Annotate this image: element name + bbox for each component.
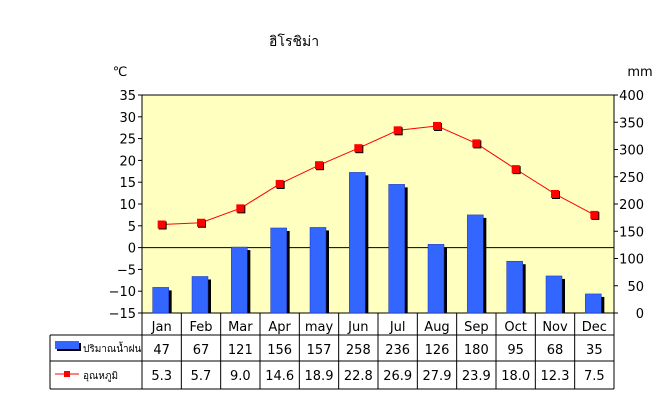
- left-tick-label: 5: [128, 220, 136, 235]
- category-label: Jan: [151, 320, 172, 335]
- left-tick-label: −10: [109, 285, 136, 300]
- temp-value-label: 27.9: [423, 369, 452, 384]
- rain-value-label: 121: [228, 343, 253, 358]
- rain-bar: [585, 293, 602, 314]
- temp-point: [511, 165, 520, 174]
- rain-value-label: 156: [267, 343, 292, 358]
- rain-bar: [191, 276, 209, 314]
- temp-value-label: 23.9: [462, 369, 491, 384]
- data-table: Jan Feb Mar Apr may Jun Jul Aug Sep Oct Nov Dec 47 67…: [49, 313, 615, 390]
- temp-point: [551, 189, 559, 198]
- category-label: Jul: [389, 320, 406, 335]
- plot-area: [141, 94, 615, 314]
- right-tick-label: 0: [636, 307, 644, 322]
- left-tick-label: 25: [119, 133, 136, 148]
- category-label: Nov: [542, 320, 568, 335]
- right-axis-ticks: 0 50 100 150 200 250 300 350 400: [614, 89, 644, 322]
- left-axis-unit: ℃: [113, 65, 128, 80]
- category-label: Aug: [424, 320, 449, 335]
- rain-bar: [545, 275, 563, 314]
- rain-value-label: 157: [307, 343, 332, 358]
- rain-bar: [388, 184, 405, 314]
- rain-value-label: 35: [586, 343, 603, 358]
- temp-point: [393, 126, 402, 135]
- rain-legend-key: [55, 341, 79, 349]
- temp-point: [315, 161, 323, 170]
- temp-point: [236, 204, 245, 213]
- rain-value-label: 236: [385, 343, 410, 358]
- chart-title: ฮิโรชิม่า: [269, 33, 319, 50]
- rain-value-label: 68: [547, 343, 564, 358]
- left-tick-label: 20: [119, 154, 136, 169]
- right-tick-label: 400: [619, 89, 644, 104]
- temp-point: [433, 121, 441, 130]
- category-label: may: [305, 320, 334, 335]
- left-tick-label: −15: [109, 307, 136, 322]
- temp-point: [590, 210, 599, 219]
- category-label: Sep: [464, 320, 489, 335]
- left-tick-label: 30: [119, 111, 136, 126]
- temp-value-label: 18.0: [501, 369, 530, 384]
- temp-value-label: 14.6: [265, 369, 294, 384]
- category-label: Oct: [504, 320, 526, 335]
- left-tick-label: 15: [119, 176, 136, 191]
- temp-point: [275, 179, 284, 188]
- temp-point: [354, 144, 363, 153]
- category-label: Apr: [268, 320, 291, 335]
- temp-legend-label: อุณหภูมิ: [83, 371, 118, 382]
- rain-bar: [270, 227, 287, 314]
- left-tick-label: 0: [128, 242, 136, 257]
- right-axis-unit: mm: [627, 65, 652, 80]
- rain-value-label: 258: [346, 343, 371, 358]
- temp-value-label: 7.5: [584, 369, 605, 384]
- temp-value-label: 26.9: [383, 369, 412, 384]
- rain-bar: [231, 246, 248, 314]
- temp-value-label: 12.3: [541, 369, 570, 384]
- temp-legend-key: [64, 371, 70, 377]
- category-label: Mar: [228, 320, 253, 335]
- temp-value-label: 5.3: [151, 369, 172, 384]
- rain-bar: [309, 227, 327, 314]
- temp-value-label: 9.0: [230, 369, 251, 384]
- left-tick-label: 35: [119, 89, 136, 104]
- plot-background: [141, 94, 615, 314]
- rain-value-label: 126: [425, 343, 450, 358]
- temp-value-label: 22.8: [344, 369, 373, 384]
- category-label: Jun: [347, 320, 368, 335]
- category-label: Feb: [189, 320, 212, 335]
- left-tick-label: −5: [117, 263, 136, 278]
- rain-bar: [506, 260, 523, 314]
- right-tick-label: 350: [619, 116, 644, 131]
- rain-value-label: 95: [507, 343, 524, 358]
- rain-value-label: 67: [193, 343, 210, 358]
- right-tick-label: 150: [619, 225, 644, 240]
- temp-value-label: 5.7: [191, 369, 212, 384]
- rain-legend-label: ปริมาณน้ำฝน: [83, 341, 142, 355]
- temp-line: [157, 121, 600, 230]
- rain-value-label: 180: [464, 343, 489, 358]
- temp-point: [472, 139, 481, 148]
- temp-series-line: [161, 125, 595, 225]
- category-label: Dec: [582, 320, 607, 335]
- temp-point: [197, 218, 205, 227]
- right-tick-label: 200: [619, 198, 644, 213]
- right-tick-label: 50: [627, 280, 644, 295]
- rain-value-label: 47: [153, 343, 170, 358]
- rain-bar: [427, 244, 445, 314]
- left-axis-ticks: −15 −10 −5 0 5 10 15 20 25 30 35: [109, 89, 142, 322]
- rain-bars: [152, 172, 605, 314]
- left-tick-label: 10: [119, 198, 136, 213]
- temp-point: [157, 220, 166, 229]
- rain-bar: [467, 214, 484, 314]
- right-tick-label: 250: [619, 171, 644, 186]
- right-tick-label: 100: [619, 253, 644, 268]
- right-tick-label: 300: [619, 144, 644, 159]
- temp-value-label: 18.9: [305, 369, 334, 384]
- rain-bar: [349, 172, 366, 314]
- rain-bar: [152, 287, 169, 314]
